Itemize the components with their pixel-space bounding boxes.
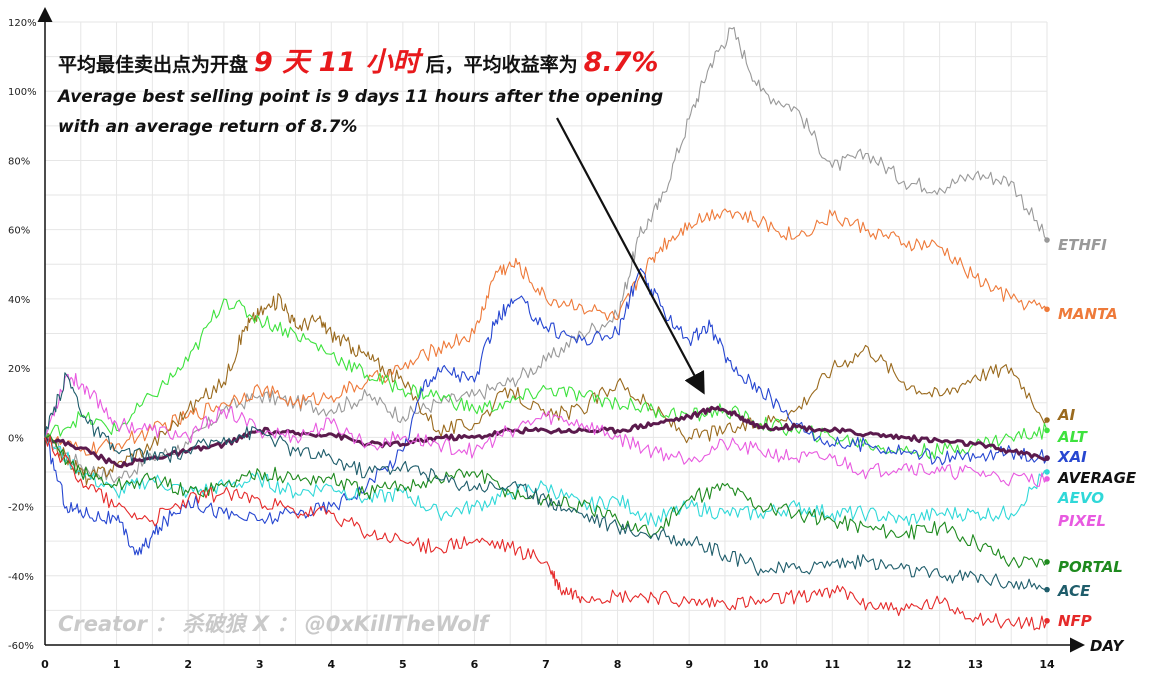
series-label-nfp: NFP (1058, 612, 1092, 630)
series-end-ethfi (1044, 237, 1050, 243)
x-tick-label: 10 (753, 658, 769, 671)
x-axis-label: DAY (1090, 637, 1125, 655)
series-end-ace (1044, 586, 1050, 593)
series-line-ai (44, 293, 1048, 486)
series-label-portal: PORTAL (1058, 558, 1123, 576)
y-tick-label: -60% (8, 641, 34, 652)
y-tick-label: 20% (8, 364, 30, 375)
title-cn-return: 8.7% (583, 47, 659, 78)
x-tick-label: 7 (542, 658, 550, 671)
title-cn-middle: 后，平均收益率为 (425, 54, 578, 76)
series-labels: ETHFI MANTA AI ALT XAI AVERAGE AEVO PIXEL PORTAL… (1057, 236, 1137, 630)
series-end-pixel (1044, 476, 1050, 482)
series-end-nfp (1044, 617, 1050, 624)
y-tick-label: -20% (8, 503, 34, 514)
series-label-ethfi: ETHFI (1058, 236, 1107, 254)
horizontal-grid (45, 21, 1047, 646)
y-tick-label: 100% (8, 87, 37, 98)
series-line-nfp (44, 435, 1048, 631)
y-tick-label: 120% (8, 18, 37, 29)
y-tick-label: 40% (8, 295, 30, 306)
series-end-average (1044, 455, 1050, 461)
series-line-alt (44, 298, 1048, 460)
series-line-manta (44, 208, 1048, 456)
x-tick-label: 5 (399, 658, 407, 671)
series-label-ai: AI (1057, 406, 1076, 424)
series-line-average (43, 405, 1048, 469)
x-tick-label: 13 (968, 658, 983, 671)
y-tick-label: 60% (8, 226, 30, 237)
series-lines (43, 26, 1048, 631)
y-tick-label: 80% (8, 156, 30, 167)
title-cn-highlight: 9 天 11 小时 (254, 47, 420, 78)
series-label-manta: MANTA (1058, 305, 1118, 323)
x-tick-label: 8 (614, 658, 622, 671)
series-label-aevo: AEVO (1057, 489, 1104, 507)
creator-watermark: Creator ： 杀破狼 X ： @0xKillTheWolf (58, 612, 489, 636)
x-tick-label: 9 (685, 658, 693, 671)
annotation-line (556, 117, 705, 395)
series-end-portal (1044, 559, 1050, 565)
x-tick-label: 14 (1039, 658, 1055, 671)
series-label-alt: ALT (1057, 428, 1089, 446)
series-endpoints (1044, 237, 1050, 624)
y-tick-label: 0% (8, 433, 24, 444)
x-tick-label: 6 (471, 658, 479, 671)
series-label-pixel: PIXEL (1058, 512, 1106, 530)
title-english: Average best selling point is 9 days 11 … (58, 82, 698, 142)
series-end-manta (1044, 306, 1050, 313)
series-end-aevo (1044, 469, 1050, 475)
x-tick-labels: 0 1 2 3 4 5 6 7 8 9 10 11 12 13 14 (41, 658, 1055, 671)
series-line-xai (44, 268, 1048, 556)
series-end-alt (1044, 427, 1050, 434)
x-tick-label: 2 (184, 658, 192, 671)
x-tick-label: 1 (113, 658, 121, 671)
series-end-ai (1044, 417, 1050, 423)
title-cn-prefix: 平均最佳卖出点为开盘 (58, 54, 249, 76)
axes (37, 7, 1085, 653)
x-tick-label: 12 (896, 658, 911, 671)
x-tick-label: 11 (825, 658, 840, 671)
y-tick-labels: 120% 100% 80% 60% 40% 20% 0% -20% -40% -60% (8, 18, 37, 652)
y-tick-label: -40% (8, 572, 34, 583)
title-chinese: 平均最佳卖出点为开盘 9 天 11 小时 后，平均收益率为 8.7% (58, 40, 664, 79)
title-en-line1: Average best selling point is 9 days 11 … (58, 87, 664, 107)
series-line-pixel (44, 372, 1048, 487)
series-label-average: AVERAGE (1057, 469, 1137, 487)
title-en-line2: with an average return of 8.7% (58, 117, 358, 137)
x-tick-label: 3 (256, 658, 264, 671)
x-tick-label: 0 (41, 658, 49, 671)
x-tick-label: 4 (327, 658, 335, 671)
series-line-ace (44, 372, 1048, 591)
series-label-ace: ACE (1057, 582, 1091, 600)
annotation-arrow (556, 117, 705, 395)
series-label-xai: XAI (1057, 448, 1087, 466)
